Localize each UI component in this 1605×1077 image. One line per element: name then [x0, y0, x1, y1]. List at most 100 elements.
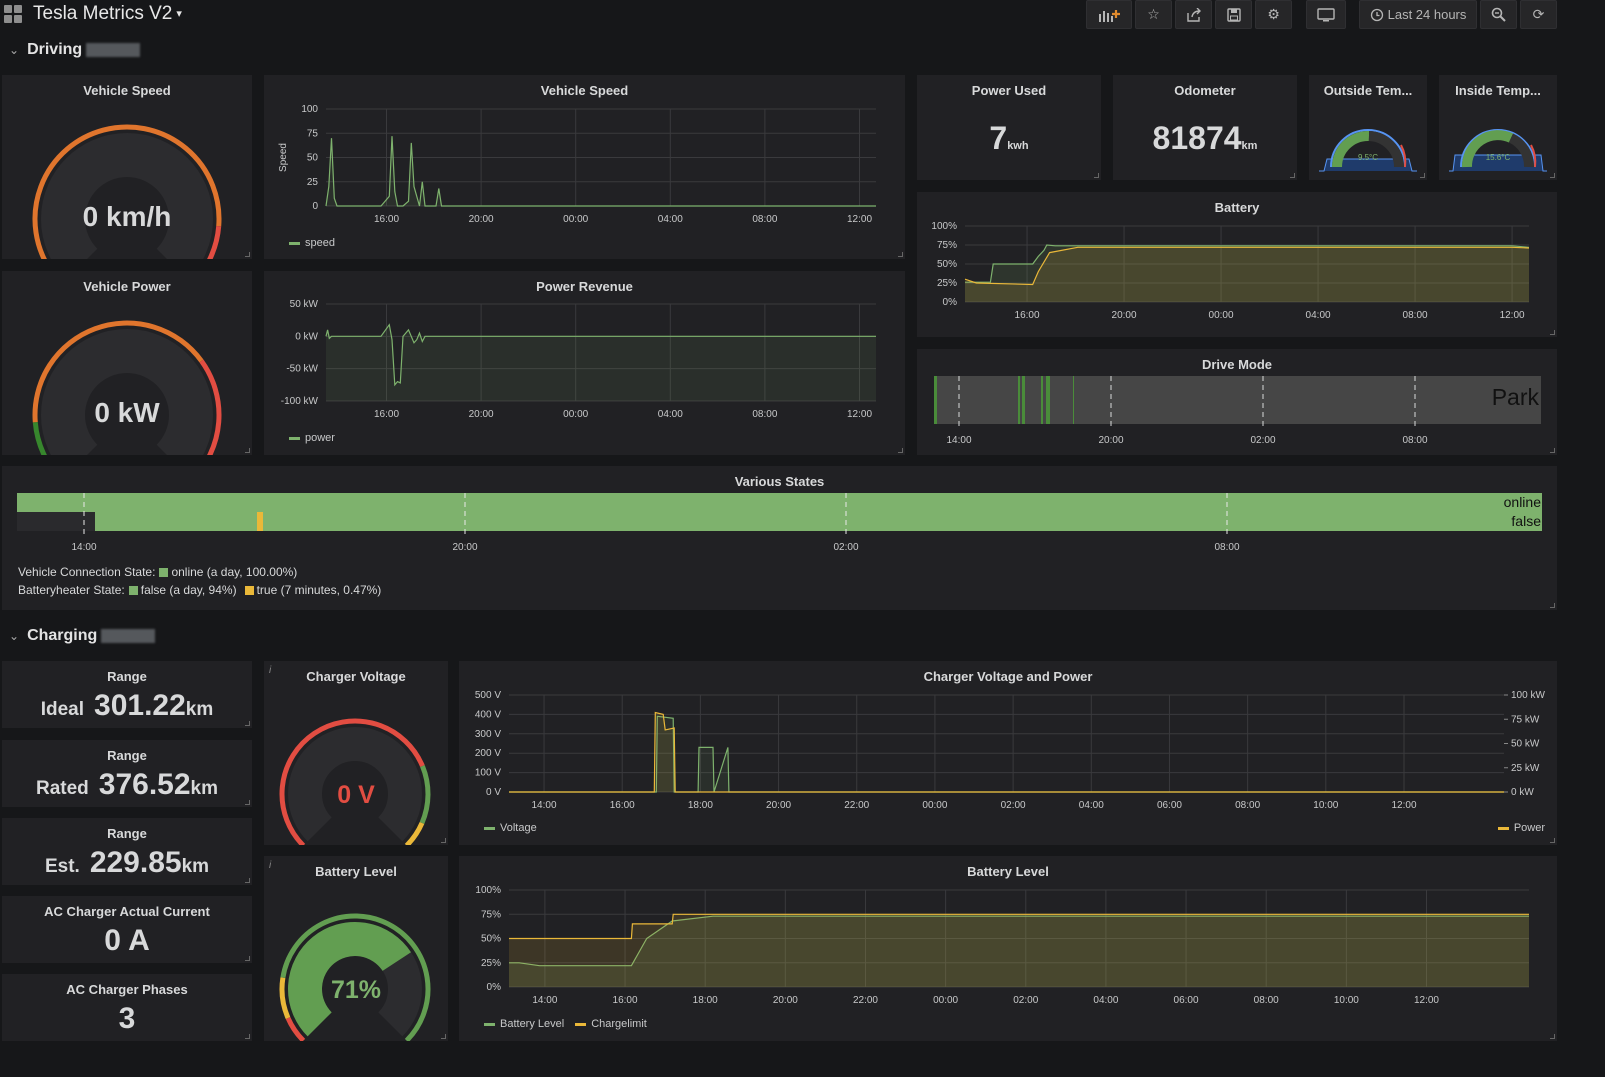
star-button[interactable]: ☆ — [1135, 0, 1172, 29]
panel-title: Battery Level — [967, 864, 1049, 879]
stat-unit: km — [185, 699, 214, 720]
panel-odometer[interactable]: Odometer 81874km — [1113, 75, 1297, 180]
save-button[interactable] — [1215, 0, 1252, 29]
resize-handle[interactable] — [245, 721, 250, 726]
dashboard-title[interactable]: Tesla Metrics V2 ▾ — [33, 3, 182, 25]
x-tick: 00:00 — [563, 214, 588, 225]
share-button[interactable] — [1175, 0, 1212, 29]
panel-outside-temp[interactable]: Outside Tem... 9.5°C — [1309, 75, 1427, 180]
resize-handle[interactable] — [245, 878, 250, 883]
resize-handle[interactable] — [1420, 173, 1425, 178]
redacted-block — [101, 628, 156, 643]
zoom-out-button[interactable] — [1480, 0, 1517, 29]
panel-battery-level[interactable]: Battery Level 100% 75% 50% 25% 0% 14:00 16:00 1… — [459, 856, 1557, 1041]
legend-power[interactable]: Power — [1497, 822, 1545, 834]
chevron-down-icon: ⌄ — [9, 629, 20, 643]
gauge-threshold-arc — [207, 225, 222, 259]
resize-handle[interactable] — [441, 1034, 446, 1039]
series-line-battery-level — [509, 915, 1529, 967]
info-icon[interactable]: i — [269, 665, 272, 676]
resize-handle[interactable] — [1094, 173, 1099, 178]
row-driving[interactable]: ⌄ Driving — [9, 41, 141, 59]
gauge-fill — [288, 922, 411, 1037]
add-panel-button[interactable] — [1086, 0, 1132, 29]
legend-power[interactable]: power — [289, 432, 335, 444]
panel-ac-phases[interactable]: AC Charger Phases 3 — [2, 974, 252, 1041]
panel-vehicle-speed-gauge[interactable]: Vehicle Speed 0 km/h — [2, 75, 252, 259]
resize-handle[interactable] — [245, 956, 250, 961]
x-tick: 14:00 — [946, 435, 971, 446]
legend-battery-level[interactable]: Battery Level Chargelimit — [484, 1018, 647, 1030]
x-tick: 06:00 — [1157, 800, 1182, 811]
x-tick: 12:00 — [1414, 995, 1439, 1006]
resize-handle[interactable] — [898, 252, 903, 257]
clock-icon — [1370, 8, 1383, 21]
legend-speed[interactable]: speed — [289, 237, 335, 249]
x-tick: 08:00 — [1235, 800, 1260, 811]
row-charging[interactable]: ⌄ Charging — [9, 627, 156, 645]
gauge-value: 0 V — [337, 781, 375, 809]
resize-handle[interactable] — [1290, 173, 1295, 178]
panel-drive-mode[interactable]: Drive Mode 14:00 20:00 02:00 08:00 Park — [917, 349, 1557, 455]
resize-handle[interactable] — [1550, 603, 1555, 608]
panel-charger-voltage-power[interactable]: Charger Voltage and Power 500 V 400 V 300 … — [459, 661, 1557, 845]
stat-value: 376.52 — [98, 768, 191, 801]
x-tick: 00:00 — [563, 409, 588, 420]
resize-handle[interactable] — [1550, 838, 1555, 843]
info-icon[interactable]: i — [269, 860, 272, 871]
y-tick: 100 V — [475, 768, 501, 779]
panel-inside-temp[interactable]: Inside Temp... 15.6°C — [1439, 75, 1557, 180]
gauge-threshold-arc — [419, 765, 431, 824]
panel-range-ideal[interactable]: Range Ideal 301.22km — [2, 661, 252, 728]
resize-handle[interactable] — [245, 800, 250, 805]
resize-handle[interactable] — [441, 838, 446, 843]
resize-handle[interactable] — [245, 252, 250, 257]
panel-vehicle-speed-graph[interactable]: Vehicle Speed 100 75 50 25 0 16:00 20:00 00:00 0… — [264, 75, 905, 259]
panel-title: Charger Voltage and Power — [923, 669, 1093, 684]
panel-charger-voltage-gauge[interactable]: i Charger Voltage 0 V — [264, 661, 448, 845]
settings-button[interactable]: ⚙ — [1255, 0, 1292, 29]
x-tick: 20:00 — [469, 214, 494, 225]
y-tick: 25% — [937, 278, 957, 289]
legend-connection-state[interactable]: Vehicle Connection State: online (a day, … — [18, 565, 297, 579]
x-tick: 16:00 — [610, 800, 635, 811]
resize-handle[interactable] — [898, 448, 903, 453]
panel-power-revenue[interactable]: Power Revenue 50 kW 0 kW -50 kW -100 kW 16:0… — [264, 271, 905, 455]
panel-battery[interactable]: Battery 100% 75% 50% 25% 0% 16:00 20:00 00:00 04… — [917, 192, 1557, 337]
panel-various-states[interactable]: Various States 14:00 20:00 02:00 08:00 o… — [2, 466, 1557, 610]
legend-batteryheater-state[interactable]: Batteryheater State: false (a day, 94%) tr… — [18, 583, 381, 597]
resize-handle[interactable] — [1550, 173, 1555, 178]
panel-battery-level-gauge[interactable]: i Battery Level 71% — [264, 856, 448, 1041]
tv-mode-button[interactable] — [1306, 0, 1346, 29]
panel-ac-current[interactable]: AC Charger Actual Current 0 A — [2, 896, 252, 963]
caret-down-icon: ▾ — [176, 8, 182, 21]
panel-range-est[interactable]: Range Est. 229.85km — [2, 818, 252, 885]
resize-handle[interactable] — [1550, 448, 1555, 453]
legend-voltage[interactable]: Voltage — [484, 822, 537, 834]
panel-title: Battery Level — [315, 864, 397, 879]
gauge-track — [41, 133, 213, 259]
legend-label: Batteryheater State: — [18, 583, 125, 597]
time-range-picker[interactable]: Last 24 hours — [1359, 0, 1477, 29]
panel-title: Power Revenue — [536, 279, 633, 294]
resize-handle[interactable] — [1550, 1034, 1555, 1039]
legend-label: Battery Level — [500, 1018, 565, 1030]
dashboards-grid-icon[interactable] — [4, 5, 22, 23]
panel-power-used[interactable]: Power Used 7kwh — [917, 75, 1101, 180]
y2-tick: 75 kW — [1511, 714, 1540, 725]
resize-handle[interactable] — [1550, 330, 1555, 335]
legend-swatch — [575, 1022, 587, 1026]
panel-vehicle-power-gauge[interactable]: Vehicle Power 0 kW — [2, 271, 252, 455]
x-tick: 04:00 — [658, 214, 683, 225]
panel-range-rated[interactable]: Range Rated 376.52km — [2, 740, 252, 807]
resize-handle[interactable] — [245, 448, 250, 453]
y-tick: -50 kW — [286, 364, 318, 375]
legend-swatch — [289, 241, 300, 245]
y-tick: 25% — [481, 958, 501, 969]
gauge-value: 0 km/h — [82, 201, 172, 232]
gauge-threshold-arc — [404, 821, 425, 845]
x-tick: 22:00 — [853, 995, 878, 1006]
resize-handle[interactable] — [245, 1034, 250, 1039]
x-tick: 16:00 — [1015, 310, 1040, 321]
refresh-button[interactable]: ⟳ — [1520, 0, 1557, 29]
